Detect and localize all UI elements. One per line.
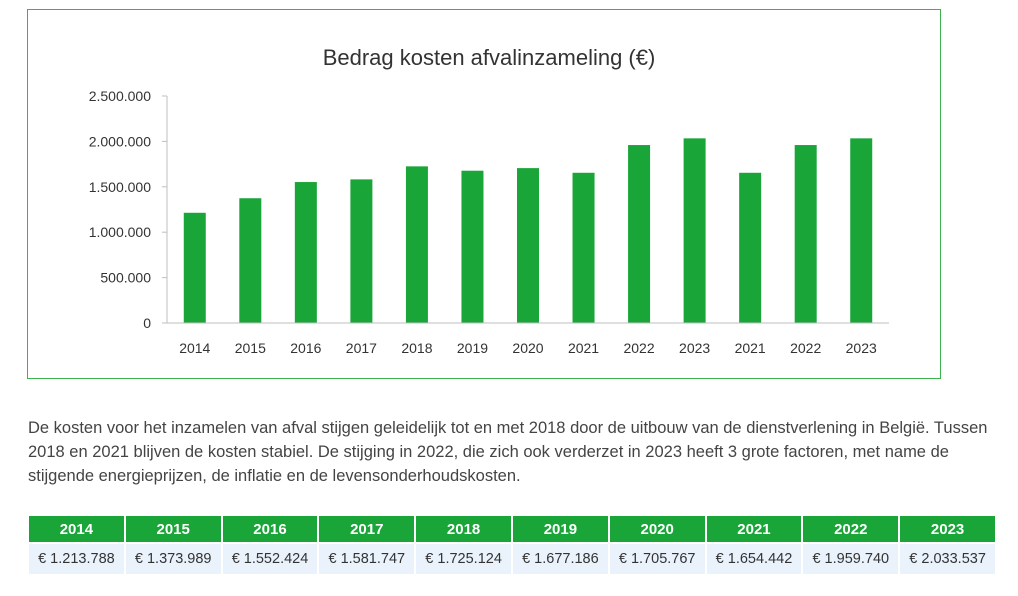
table-header-year: 2020	[609, 516, 705, 542]
table-row: € 1.213.788 € 1.373.989 € 1.552.424 € 1.581…	[29, 542, 995, 574]
bar	[183, 212, 206, 323]
bar	[405, 166, 428, 323]
table-header-year: 2022	[803, 516, 899, 542]
table-cell-amount: € 1.581.747	[319, 542, 415, 574]
table-header-year: 2019	[512, 516, 608, 542]
x-tick-label: 2018	[401, 340, 432, 356]
x-tick-label: 2021	[568, 340, 599, 356]
x-tick-label: 2017	[346, 340, 377, 356]
table-cell-amount: € 1.213.788	[29, 542, 124, 574]
table-cell-amount: € 1.705.767	[609, 542, 705, 574]
x-tick-label: 2022	[790, 340, 821, 356]
table-header-year: 2023	[900, 516, 995, 542]
bar	[794, 145, 817, 323]
table-header-year: 2018	[416, 516, 511, 542]
x-tick-label: 2016	[290, 340, 321, 356]
bar	[683, 138, 706, 323]
table-cell-amount: € 1.552.424	[222, 542, 318, 574]
x-tick-label: 2023	[846, 340, 877, 356]
bar	[461, 170, 484, 323]
table-header-row: 2014 2015 2016 2017 2018 2019 2020 2021 2022 2023	[29, 516, 995, 542]
table-header-year: 2014	[29, 516, 124, 542]
bar	[350, 179, 373, 323]
bar	[850, 138, 873, 323]
y-tick-label: 2.500.000	[89, 88, 151, 104]
table-header-year: 2015	[125, 516, 221, 542]
x-tick-label: 2021	[735, 340, 766, 356]
table-cell-amount: € 1.725.124	[416, 542, 511, 574]
y-tick-label: 0	[143, 315, 151, 331]
chart-container: Bedrag kosten afvalinzameling (€) 0 500.0…	[27, 9, 941, 379]
y-tick-label: 1.500.000	[89, 179, 151, 195]
bar	[628, 145, 651, 323]
bar	[517, 168, 539, 323]
bar	[572, 172, 595, 323]
x-tick-label: 2014	[179, 340, 210, 356]
y-tick-label: 1.000.000	[89, 224, 151, 240]
table-cell-amount: € 2.033.537	[900, 542, 995, 574]
chart-description: De kosten voor het inzamelen van afval s…	[28, 419, 988, 485]
table-cell-amount: € 1.677.186	[512, 542, 608, 574]
bar	[239, 198, 262, 323]
bar-chart: Bedrag kosten afvalinzameling (€) 0 500.0…	[89, 45, 889, 356]
y-tick-label: 500.000	[100, 270, 151, 286]
x-tick-label: 2015	[235, 340, 266, 356]
table-cell-amount: € 1.373.989	[125, 542, 221, 574]
x-tick-label: 2020	[512, 340, 543, 356]
x-tick-label: 2022	[623, 340, 654, 356]
y-tick-label: 2.000.000	[89, 133, 151, 149]
bar	[294, 182, 317, 323]
table-cell-amount: € 1.959.740	[803, 542, 899, 574]
table-header-year: 2021	[706, 516, 802, 542]
table-header-year: 2016	[222, 516, 318, 542]
x-axis: 2014 2015 2016 2017 2018 2019 2020 2021 2022 2023…	[167, 322, 889, 356]
chart-title: Bedrag kosten afvalinzameling (€)	[323, 45, 656, 70]
x-tick-label: 2023	[679, 340, 710, 356]
x-tick-label: 2019	[457, 340, 488, 356]
table-header-year: 2017	[319, 516, 415, 542]
bars	[183, 138, 873, 323]
y-axis: 0 500.000 1.000.000 1.500.000 2.000.000 2.500…	[89, 88, 168, 331]
cost-table: 2014 2015 2016 2017 2018 2019 2020 2021 2022 2023…	[27, 516, 997, 574]
table-cell-amount: € 1.654.442	[706, 542, 802, 574]
bar	[739, 172, 762, 323]
